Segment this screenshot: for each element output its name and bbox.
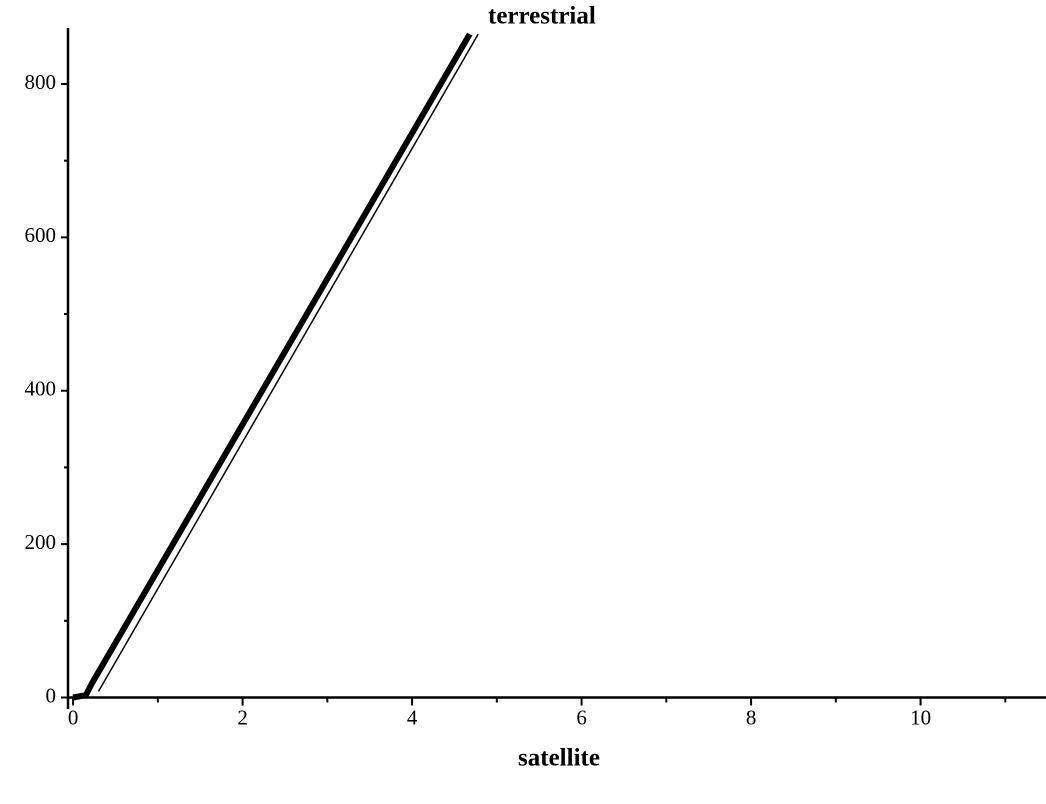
y-tick-label: 800 <box>25 70 57 94</box>
x-axis-label: satellite <box>518 745 600 772</box>
x-tick-label: 10 <box>910 705 931 729</box>
y-tick-label: 200 <box>25 530 57 554</box>
x-tick-label: 0 <box>68 705 79 729</box>
x-tick-label: 2 <box>237 705 248 729</box>
x-tick-label: 8 <box>746 705 757 729</box>
y-tick-label: 600 <box>25 223 57 247</box>
line <box>72 32 473 701</box>
line <box>97 33 479 692</box>
x-tick-label: 6 <box>576 705 587 729</box>
y-tick-label: 0 <box>46 683 57 707</box>
y-tick-label: 400 <box>25 377 57 401</box>
x-tick-label: 4 <box>407 705 418 729</box>
annotation: terrestrial <box>488 3 596 30</box>
